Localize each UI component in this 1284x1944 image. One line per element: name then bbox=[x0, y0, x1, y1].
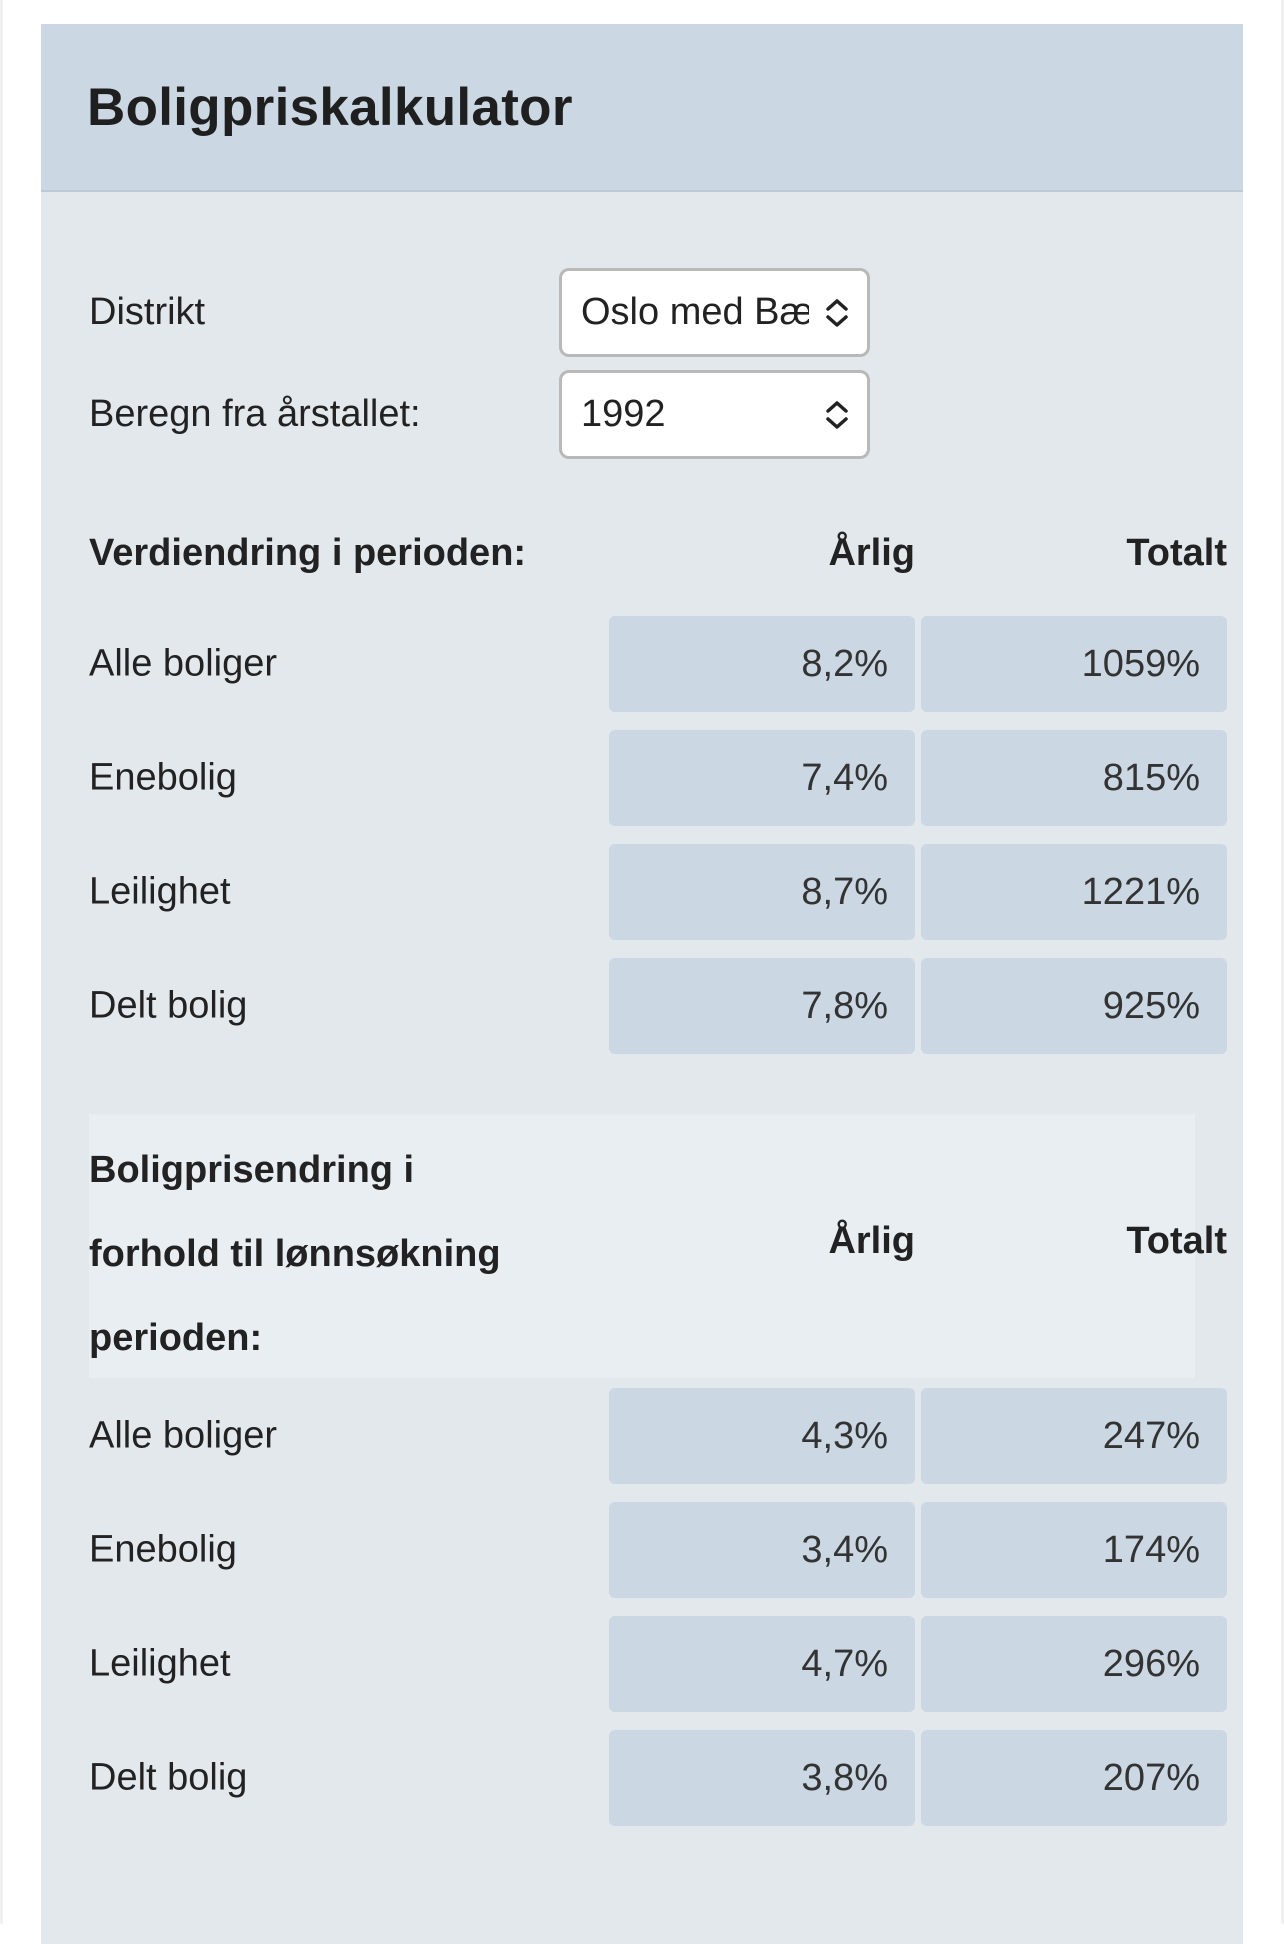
page-border-left bbox=[0, 0, 3, 1924]
year-label: Beregn fra årstallet: bbox=[89, 393, 559, 436]
district-select-value: Oslo med Bærum bbox=[581, 291, 809, 334]
chevron-up-down-icon bbox=[823, 398, 851, 432]
section1-title: Verdiendring i perioden: bbox=[89, 532, 526, 574]
annual-value: 7,4% bbox=[609, 730, 915, 826]
row-label: Delt bolig bbox=[89, 1757, 247, 1800]
row-label: Leilighet bbox=[89, 871, 231, 914]
total-value: 247% bbox=[921, 1388, 1227, 1484]
section2-header: Boligprisendring i forhold til lønnsøkni… bbox=[89, 1114, 1195, 1378]
annual-value: 4,3% bbox=[609, 1388, 915, 1484]
page-title: Boligpriskalkulator bbox=[87, 77, 573, 138]
table-row: Enebolig 3,4% 174% bbox=[89, 1502, 1197, 1598]
section2-title: Boligprisendring i forhold til lønnsøkni… bbox=[89, 1128, 529, 1380]
row-label: Delt bolig bbox=[89, 985, 247, 1028]
district-label: Distrikt bbox=[89, 291, 559, 334]
annual-value: 4,7% bbox=[609, 1616, 915, 1712]
section1-header: Verdiendring i perioden: Årlig Totalt bbox=[89, 532, 1197, 582]
total-value: 296% bbox=[921, 1616, 1227, 1712]
year-select[interactable]: 1992 bbox=[559, 370, 870, 459]
annual-value: 7,8% bbox=[609, 958, 915, 1054]
table-row: Leilighet 4,7% 296% bbox=[89, 1616, 1197, 1712]
table-row: Alle boliger 4,3% 247% bbox=[89, 1388, 1197, 1484]
row-label: Enebolig bbox=[89, 1529, 237, 1572]
row-label: Leilighet bbox=[89, 1643, 231, 1686]
row-label: Alle boliger bbox=[89, 1415, 277, 1458]
table-row: Delt bolig 3,8% 207% bbox=[89, 1730, 1197, 1826]
table-row: Alle boliger 8,2% 1059% bbox=[89, 616, 1197, 712]
row-label: Enebolig bbox=[89, 757, 237, 800]
calculator-card: Boligpriskalkulator Distrikt Oslo med Bæ… bbox=[41, 24, 1243, 1944]
annual-value: 3,8% bbox=[609, 1730, 915, 1826]
row-label: Alle boliger bbox=[89, 643, 277, 686]
year-row: Beregn fra årstallet: 1992 bbox=[89, 370, 870, 459]
table-row: Enebolig 7,4% 815% bbox=[89, 730, 1197, 826]
total-value: 815% bbox=[921, 730, 1227, 826]
total-value: 925% bbox=[921, 958, 1227, 1054]
table-row: Leilighet 8,7% 1221% bbox=[89, 844, 1197, 940]
annual-value: 3,4% bbox=[609, 1502, 915, 1598]
card-header: Boligpriskalkulator bbox=[41, 24, 1243, 192]
total-value: 1221% bbox=[921, 844, 1227, 940]
district-row: Distrikt Oslo med Bærum bbox=[89, 268, 870, 357]
total-value: 207% bbox=[921, 1730, 1227, 1826]
chevron-up-down-icon bbox=[823, 296, 851, 330]
annual-value: 8,7% bbox=[609, 844, 915, 940]
section2-col-annual: Årlig bbox=[609, 1220, 915, 1263]
section2-col-total: Totalt bbox=[921, 1220, 1227, 1263]
table-row: Delt bolig 7,8% 925% bbox=[89, 958, 1197, 1054]
annual-value: 8,2% bbox=[609, 616, 915, 712]
section1-col-total: Totalt bbox=[921, 532, 1227, 575]
year-select-value: 1992 bbox=[581, 393, 809, 436]
total-value: 174% bbox=[921, 1502, 1227, 1598]
total-value: 1059% bbox=[921, 616, 1227, 712]
district-select[interactable]: Oslo med Bærum bbox=[559, 268, 870, 357]
section1-col-annual: Årlig bbox=[609, 532, 915, 575]
